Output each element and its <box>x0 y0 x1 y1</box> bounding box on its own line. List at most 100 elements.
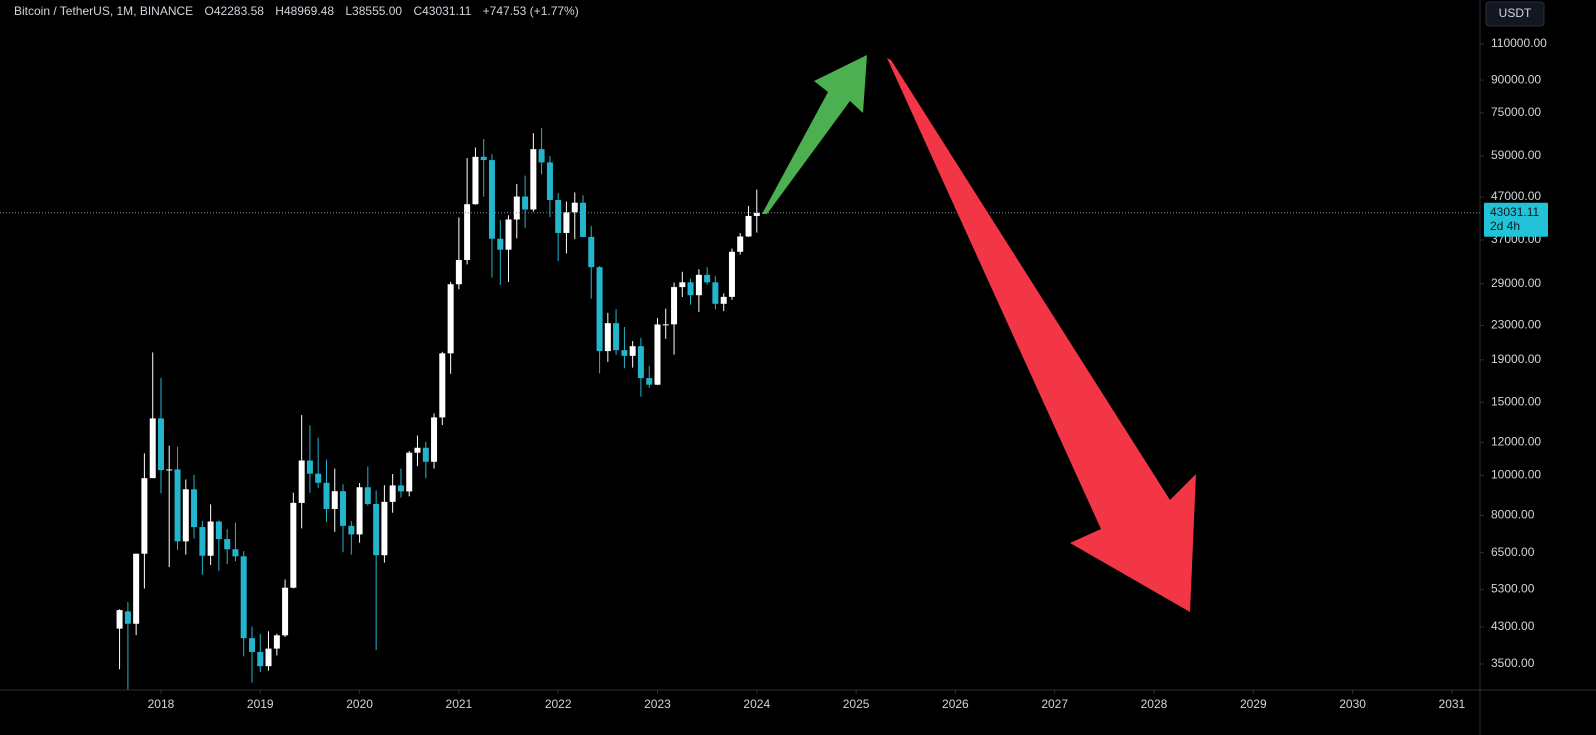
candle-body <box>588 236 595 268</box>
x-tick-label: 2028 <box>1141 697 1168 711</box>
arrow-down <box>887 58 1196 612</box>
candle-body <box>513 196 520 220</box>
candle-body <box>133 553 140 624</box>
candle-body <box>323 482 330 509</box>
y-tick-label: 59000.00 <box>1491 148 1541 162</box>
candle-body <box>116 610 123 629</box>
price-tag-label: 43031.11 <box>1490 205 1539 219</box>
ohlc-label: L <box>345 4 353 18</box>
y-tick-label: 19000.00 <box>1491 352 1541 366</box>
candle-body <box>397 485 404 492</box>
candle-body <box>480 156 487 161</box>
candle-body <box>331 491 338 509</box>
candle-body <box>422 447 429 462</box>
candle-body <box>704 274 711 283</box>
candle-body <box>654 324 661 385</box>
candle-body <box>215 521 222 540</box>
candle-body <box>406 452 413 492</box>
x-tick-label: 2031 <box>1439 697 1466 711</box>
y-tick-label: 75000.00 <box>1491 105 1541 119</box>
candle-body <box>306 460 313 474</box>
y-tick-label: 3500.00 <box>1491 656 1535 670</box>
ohlc-label: O <box>204 4 214 18</box>
candle-body <box>447 284 454 354</box>
y-tick-label: 12000.00 <box>1491 435 1541 449</box>
candle-body <box>563 212 570 233</box>
plot-area <box>0 127 1480 690</box>
y-tick-label: 90000.00 <box>1491 72 1541 86</box>
candle-body <box>546 162 553 200</box>
countdown: 2d 4h <box>1490 219 1520 233</box>
x-tick-label: 2024 <box>743 697 770 711</box>
x-tick-label: 2029 <box>1240 697 1267 711</box>
candle-body <box>389 485 396 502</box>
candle-body <box>240 556 247 639</box>
candle-body <box>149 418 156 479</box>
currency-button[interactable] <box>1485 1 1545 27</box>
candle-body <box>232 549 239 557</box>
y-tick-label: 8000.00 <box>1491 508 1535 522</box>
candle-body <box>571 202 578 213</box>
candle-body <box>381 501 388 556</box>
candle-body <box>464 204 471 261</box>
candle-body <box>522 196 529 210</box>
candle-body <box>745 215 752 237</box>
candle-body <box>671 287 678 325</box>
ohlc-value: 43031.11 <box>422 4 472 18</box>
x-tick-label: 2020 <box>346 697 373 711</box>
candle-body <box>174 469 181 542</box>
candle-body <box>728 251 735 297</box>
candle-body <box>580 202 587 237</box>
candle-body <box>613 323 620 351</box>
y-tick-label: 6500.00 <box>1491 545 1535 559</box>
ohlc-value: 42283.58 <box>213 4 264 18</box>
y-tick-label: 4300.00 <box>1491 619 1535 633</box>
candle-body <box>497 238 504 250</box>
candle-body <box>373 503 380 556</box>
candle-body <box>124 611 131 624</box>
ohlc-value: 48969.48 <box>283 4 335 18</box>
x-tick-label: 2025 <box>843 697 870 711</box>
candle-body <box>455 260 462 285</box>
ohlc-value: 38555.00 <box>352 4 403 18</box>
candle-body <box>687 282 694 296</box>
candle-body <box>505 219 512 250</box>
currency-label[interactable]: USDT <box>1499 6 1532 20</box>
y-tick-label: 110000.00 <box>1491 36 1547 50</box>
candle-body <box>604 323 611 352</box>
candle-body <box>712 282 719 304</box>
price-tag <box>1484 202 1548 237</box>
x-tick-label: 2021 <box>446 697 473 711</box>
candle-body <box>720 296 727 304</box>
candle-body <box>257 651 264 667</box>
candle-body <box>431 417 438 462</box>
candle-body <box>530 149 537 210</box>
price-axis: 110000.00 90000.00 75000.00 59000.00 47000.0… <box>1480 36 1548 670</box>
x-tick-label: 2026 <box>942 697 969 711</box>
candle-body <box>157 418 164 471</box>
candle-body <box>662 324 669 326</box>
candle-body <box>224 539 231 550</box>
candle-body <box>207 521 214 556</box>
legend-header: Bitcoin / TetherUS, 1M, BINANCE O42283.5… <box>14 4 579 18</box>
candle-body <box>298 460 305 503</box>
candle-body <box>273 635 280 649</box>
candle-body <box>621 350 628 356</box>
candle-body <box>646 378 653 385</box>
candle-body <box>166 469 173 471</box>
candle-body <box>414 447 421 453</box>
candle-body <box>199 527 206 556</box>
candle-body <box>538 149 545 163</box>
x-tick-label: 2022 <box>545 697 572 711</box>
y-tick-label: 5300.00 <box>1491 582 1535 596</box>
candle-body <box>356 487 363 535</box>
arrow-up <box>762 55 867 214</box>
y-tick-label: 23000.00 <box>1491 318 1541 332</box>
y-tick-label: 15000.00 <box>1491 394 1541 408</box>
candle-body <box>315 473 322 483</box>
candle-body <box>141 478 148 554</box>
x-tick-label: 2023 <box>644 697 671 711</box>
